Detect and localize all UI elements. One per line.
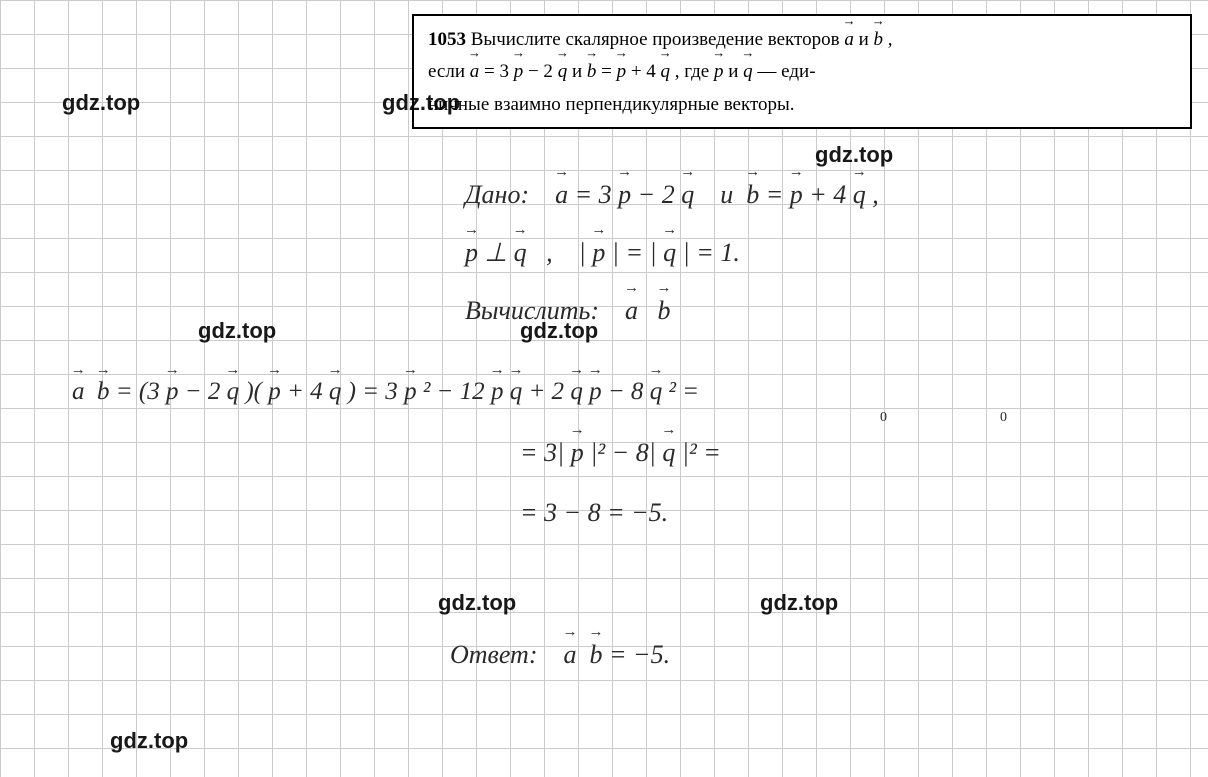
vector-b-2: b <box>587 56 597 88</box>
answer-label: Ответ: <box>450 640 537 669</box>
calculation-line-3: = 3 − 8 = −5. <box>520 498 668 528</box>
calc1-minus2: − 8 <box>608 378 644 405</box>
vector-q-1: q <box>558 56 568 88</box>
hw-vec-a: a <box>555 180 568 210</box>
calculation-line-1: a b = (3 p − 2 q )( p + 4 q ) = 3 p ² − … <box>72 378 699 406</box>
vector-p-1: p <box>514 56 524 88</box>
hw-perp-q: q <box>514 238 527 268</box>
vector-q-2: q <box>661 56 671 88</box>
problem-eq1: = 3 <box>484 61 509 82</box>
zero-note-2: 0 <box>1000 410 1007 426</box>
calc1-paren: )( <box>245 378 262 405</box>
given-label: Дано: a = 3 p − 2 q и b = p + 4 q , <box>465 180 879 210</box>
watermark-1: gdz.top <box>62 90 140 116</box>
calc1-q3: q <box>510 378 523 406</box>
hw-vec-b: b <box>746 180 759 210</box>
problem-line3: ничные взаимно перпендикулярные векторы. <box>428 94 795 115</box>
answer-line: Ответ: a b = −5. <box>450 640 670 670</box>
problem-if: если <box>428 61 470 82</box>
problem-minus: − 2 <box>528 61 553 82</box>
calc2-end: |² = <box>682 438 721 467</box>
calc2-eq: = 3| <box>520 438 564 467</box>
hw-vec-p1: p <box>618 180 631 210</box>
problem-and-2: и <box>572 61 587 82</box>
hw-comma1: , <box>872 180 879 209</box>
hw-mag-q: q <box>663 238 676 268</box>
problem-text-1: Вычислите скалярное произведение векторо… <box>471 29 845 50</box>
hw-mag-end: | = 1. <box>683 238 740 267</box>
calculation-line-2: = 3| p |² − 8| q |² = <box>520 438 721 468</box>
hw-perp-sym: ⊥ <box>485 238 514 267</box>
answer-eq: = −5. <box>609 640 670 669</box>
hw-vec-p2: p <box>790 180 803 210</box>
calc1-b: b <box>97 378 110 406</box>
hw-and: и <box>720 180 733 209</box>
problem-number: 1053 <box>428 29 466 50</box>
calc1-close: ) = 3 <box>348 378 398 405</box>
answer-b: b <box>589 640 602 670</box>
calc-text: Вычислить: <box>465 296 599 325</box>
watermark-8: gdz.top <box>110 728 188 754</box>
calc2-p: p <box>571 438 584 468</box>
hw-eq2: = <box>766 180 790 209</box>
hw-eq1: = 3 <box>575 180 612 209</box>
problem-statement-box: 1053 Вычислите скалярное произведение ве… <box>412 14 1192 129</box>
problem-end: — еди- <box>757 61 815 82</box>
hw-mag1: | <box>579 238 586 267</box>
zero-note-1: 0 <box>880 410 887 426</box>
vector-b: b <box>873 24 883 56</box>
calc1-plus: + 4 <box>287 378 323 405</box>
answer-a: a <box>563 640 576 670</box>
calc1-sq2: ² = <box>668 378 699 405</box>
vector-p-3: p <box>714 56 724 88</box>
problem-comma: , <box>888 29 893 50</box>
calc1-minus: − 2 <box>185 378 221 405</box>
calc1-a: a <box>72 378 85 406</box>
watermark-2: gdz.top <box>382 90 460 116</box>
problem-and-3: и <box>728 61 743 82</box>
calc-vec-a: a <box>625 296 638 326</box>
hw-mag-p: p <box>592 238 605 268</box>
calc-vec-b: b <box>658 296 671 326</box>
problem-plus: + 4 <box>631 61 656 82</box>
calc1-p4: p <box>491 378 504 406</box>
calc1-eq: = (3 <box>116 378 160 405</box>
vector-q-3: q <box>743 56 753 88</box>
calc1-p2: p <box>268 378 281 406</box>
calc1-q4: q <box>570 378 583 406</box>
calc1-sq1: ² − 12 <box>423 378 485 405</box>
calc2-q: q <box>662 438 675 468</box>
hw-comma2: , <box>546 238 553 267</box>
problem-eq2: = <box>601 61 616 82</box>
calc1-p3: p <box>404 378 417 406</box>
watermark-4: gdz.top <box>198 318 276 344</box>
given-perpendicular: p ⊥ q , | p | = | q | = 1. <box>465 238 740 268</box>
calc1-p1: p <box>166 378 179 406</box>
vector-a: a <box>844 24 854 56</box>
calc1-q2: q <box>329 378 342 406</box>
hw-mag-mid: | = | <box>612 238 657 267</box>
problem-where: , где <box>675 61 714 82</box>
vector-p-2: p <box>617 56 627 88</box>
watermark-6: gdz.top <box>438 590 516 616</box>
calc1-q1: q <box>227 378 240 406</box>
given-text: Дано: <box>465 180 529 209</box>
hw-vec-q2: q <box>853 180 866 210</box>
calc1-plus2: + 2 <box>528 378 564 405</box>
calc1-p5: p <box>589 378 602 406</box>
calc1-q5: q <box>650 378 663 406</box>
hw-perp-p: p <box>465 238 478 268</box>
problem-and-1: и <box>859 29 874 50</box>
hw-plus1: + 4 <box>809 180 846 209</box>
hw-vec-q1: q <box>681 180 694 210</box>
watermark-7: gdz.top <box>760 590 838 616</box>
vector-a-2: a <box>470 56 480 88</box>
calc2-mid: |² − 8| <box>590 438 656 467</box>
hw-minus1: − 2 <box>638 180 675 209</box>
calculate-label: Вычислить: a b <box>465 296 671 326</box>
